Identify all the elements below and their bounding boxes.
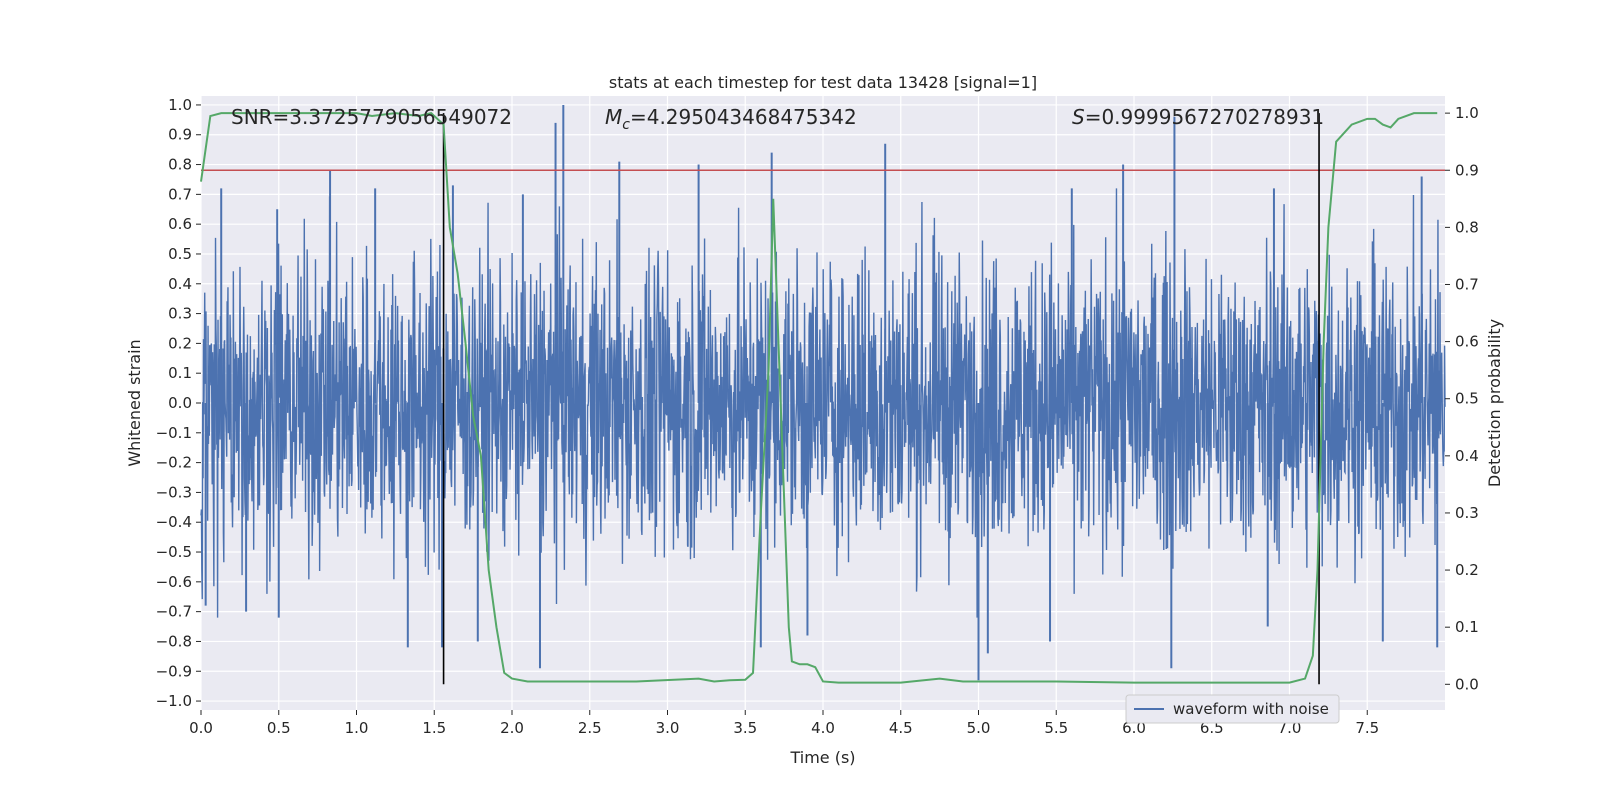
y-tick-label: −0.9 bbox=[156, 662, 192, 680]
mc-value: =4.295043468475342 bbox=[630, 105, 857, 129]
y-tick-label: −0.2 bbox=[156, 454, 192, 472]
y-tick-label: −0.4 bbox=[156, 513, 192, 531]
x-tick-label: 2.0 bbox=[500, 719, 524, 737]
legend-box bbox=[1125, 694, 1340, 724]
overlay-lines bbox=[200, 112, 1445, 685]
x-tick-label: 0.5 bbox=[267, 719, 291, 737]
y2-tick-label: 0.5 bbox=[1455, 390, 1479, 408]
x-tick-label: 7.5 bbox=[1355, 719, 1379, 737]
y-tick-label: 0.5 bbox=[168, 245, 192, 263]
y-tick-label: 0.4 bbox=[168, 275, 192, 293]
x-tick-label: 1.0 bbox=[345, 719, 369, 737]
y-tick-label: −1.0 bbox=[156, 692, 192, 710]
mc-subscript: c bbox=[622, 117, 630, 133]
y2-tick-label: 0.3 bbox=[1455, 504, 1479, 522]
x-tick-label: 3.5 bbox=[733, 719, 757, 737]
x-tick-label: 2.5 bbox=[578, 719, 602, 737]
s-symbol: S bbox=[1072, 105, 1085, 129]
y-tick-label: 0.8 bbox=[168, 156, 192, 174]
x-tick-label: 5.0 bbox=[967, 719, 991, 737]
snr-annotation: SNR=3.3725779056549072 bbox=[231, 105, 512, 129]
y2-tick-label: 0.7 bbox=[1455, 275, 1479, 293]
x-tick-label: 5.5 bbox=[1044, 719, 1068, 737]
y2-tick-label: 0.2 bbox=[1455, 561, 1479, 579]
s-value: =0.9999567270278931 bbox=[1085, 105, 1324, 129]
y-tick-label: 0.9 bbox=[168, 126, 192, 144]
y-tick-label: −0.1 bbox=[156, 424, 192, 442]
y-tick-label: 0.7 bbox=[168, 185, 192, 203]
y2-tick-label: 1.0 bbox=[1455, 104, 1479, 122]
y-tick-label: −0.6 bbox=[156, 573, 192, 591]
y-tick-label: 0.6 bbox=[168, 215, 192, 233]
y-tick-label: 0.1 bbox=[168, 364, 192, 382]
x-tick-label: 0.0 bbox=[189, 719, 213, 737]
mc-symbol: M bbox=[605, 105, 622, 129]
y-tick-label: 1.0 bbox=[168, 96, 192, 114]
x-tick-label: 4.5 bbox=[889, 719, 913, 737]
x-tick-label: 4.0 bbox=[811, 719, 835, 737]
waveform-series bbox=[200, 104, 1446, 681]
y2-tick-label: 0.8 bbox=[1455, 218, 1479, 236]
probability-line bbox=[200, 112, 1438, 684]
legend: waveform with noise bbox=[1125, 694, 1340, 724]
x-tick-label: 3.0 bbox=[656, 719, 680, 737]
ticks: 0.0 0.5 1.0 1.5 2.0 2.5 3.0 3.5 4.0 4.5 5.0 5.5 6.0 6… bbox=[156, 96, 1479, 737]
x-tick-label: 1.5 bbox=[422, 719, 446, 737]
y-tick-label: −0.3 bbox=[156, 483, 192, 501]
y2-tick-label: 0.9 bbox=[1455, 161, 1479, 179]
y-tick-label: 0.2 bbox=[168, 334, 192, 352]
y-tick-label: −0.5 bbox=[156, 543, 192, 561]
y2-tick-label: 0.4 bbox=[1455, 447, 1479, 465]
y-tick-label: 0.3 bbox=[168, 305, 192, 323]
y2-tick-label: 0.0 bbox=[1455, 675, 1479, 693]
y2-axis-label: Detection probability bbox=[1485, 319, 1504, 487]
x-axis-label: Time (s) bbox=[789, 748, 855, 767]
chart-title: stats at each timestep for test data 134… bbox=[609, 73, 1037, 92]
legend-label: waveform with noise bbox=[1173, 700, 1329, 718]
y2-tick-label: 0.1 bbox=[1455, 618, 1479, 636]
y-tick-label: −0.7 bbox=[156, 603, 192, 621]
y-axis-label: Whitened strain bbox=[125, 339, 144, 466]
y-tick-label: 0.0 bbox=[168, 394, 192, 412]
y-tick-label: −0.8 bbox=[156, 632, 192, 650]
mc-annotation: Mc=4.295043468475342 bbox=[605, 105, 857, 133]
s-annotation: S=0.9999567270278931 bbox=[1072, 105, 1324, 129]
y2-tick-label: 0.6 bbox=[1455, 333, 1479, 351]
